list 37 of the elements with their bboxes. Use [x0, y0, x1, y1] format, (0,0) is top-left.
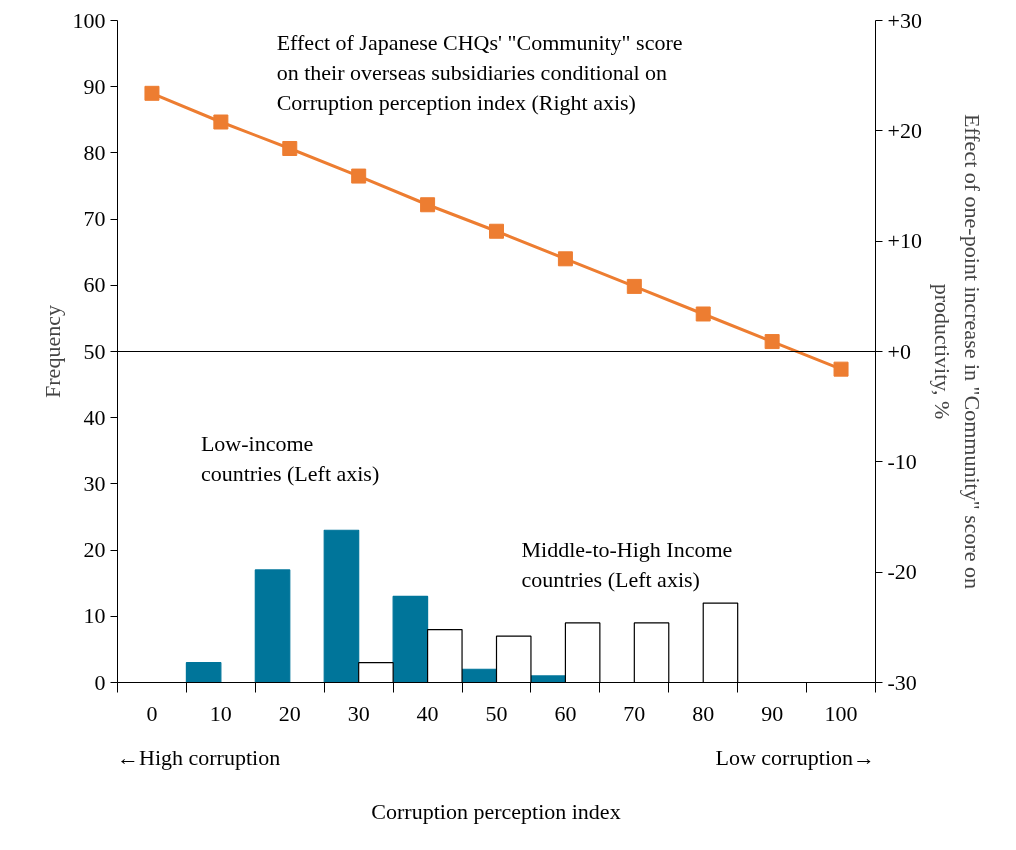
text: Low corruption→ [715, 744, 875, 772]
x-tick-label: 20 [278, 700, 301, 726]
x-tick-label: 80 [692, 700, 715, 726]
series-label: Middle-to-High Income countries (Left axis) [521, 536, 733, 592]
y-tick-label: 70 [83, 206, 106, 232]
y-tick-label: 60 [83, 272, 106, 298]
x-tick-label: 10 [209, 700, 232, 726]
x-axis-title: Corruption perception index [370, 798, 622, 826]
x-tick-label: 70 [623, 700, 646, 726]
y2-tick-label: +0 [887, 338, 911, 364]
y2-tick-label: -10 [887, 448, 917, 474]
x-tick-label: 100 [824, 700, 858, 726]
text: Low-income countries (Left axis) [200, 430, 380, 486]
y-tick-label: 50 [83, 338, 106, 364]
y-tick-label: 80 [83, 139, 106, 165]
y2-tick-label: -20 [887, 559, 917, 585]
y-tick-label: 30 [83, 470, 106, 496]
y2-tick-label: +30 [887, 7, 922, 33]
y-tick-label: 90 [83, 73, 106, 99]
y2-tick-label: +10 [887, 228, 922, 254]
x-tick-label: 90 [761, 700, 784, 726]
x-tick-label: 0 [146, 700, 158, 726]
x-tick-label: 30 [347, 700, 370, 726]
x-tick-label: 40 [416, 700, 439, 726]
y-axis-title: Frequency [39, 305, 65, 398]
y2-axis-title: Effect of one-point increase in "Community" score on productivity, % [929, 113, 985, 590]
y-tick-label: 0 [94, 669, 106, 695]
x-tick-label: 50 [485, 700, 508, 726]
y2-tick-label: +20 [887, 117, 922, 143]
series-label: Effect of Japanese CHQs' "Community" score on their overseas subsidiaries conditional on Corruption perception index (Right axis) [276, 30, 683, 116]
y-tick-label: 100 [72, 7, 106, 33]
x-tick-label: 60 [554, 700, 577, 726]
y-tick-label: 20 [83, 537, 106, 563]
text: ←High corruption [117, 744, 281, 772]
y2-tick-label: -30 [887, 669, 917, 695]
y-tick-label: 40 [83, 404, 106, 430]
y-tick-label: 10 [83, 603, 106, 629]
